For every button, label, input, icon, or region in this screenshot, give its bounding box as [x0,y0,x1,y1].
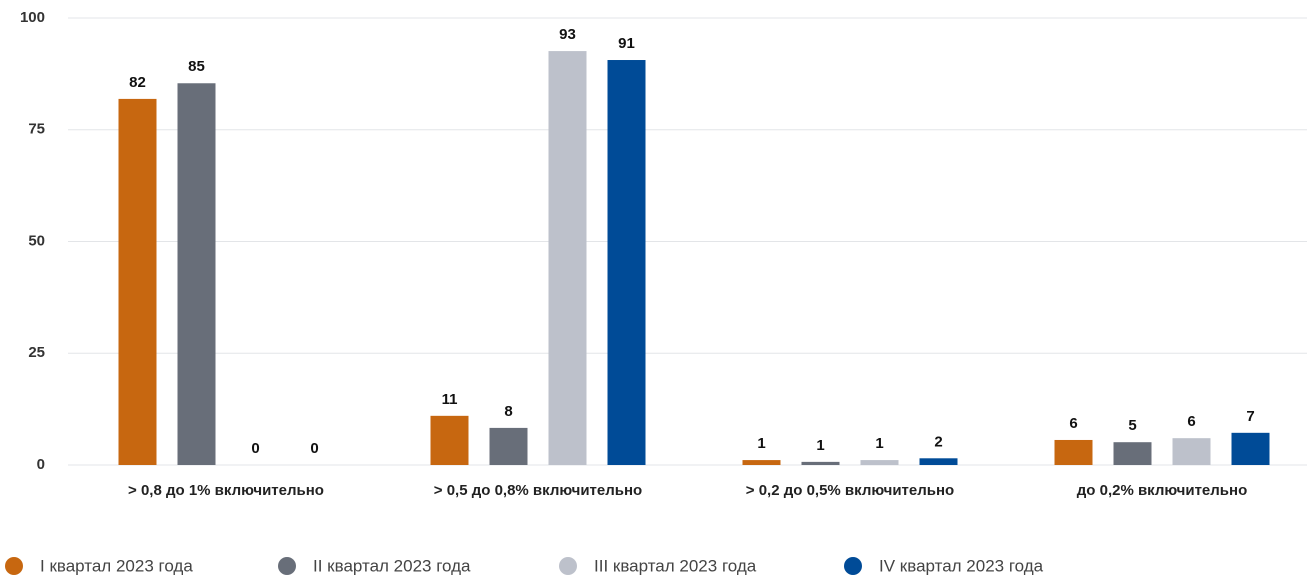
legend-label: III квартал 2023 года [594,556,757,575]
y-tick-label: 0 [37,456,45,473]
y-tick-label: 25 [28,344,45,361]
data-label: 82 [129,74,146,91]
bar [118,98,157,466]
data-label: 6 [1187,413,1195,430]
data-label: 1 [875,435,883,452]
data-label: 8 [504,403,512,420]
bar [1113,442,1152,465]
legend-label: IV квартал 2023 года [879,556,1044,575]
bar [1054,439,1093,465]
bar [801,461,840,465]
legend-marker [5,557,23,575]
bar [1172,438,1211,465]
bar [430,415,469,465]
bar [489,427,528,465]
data-label: 11 [442,391,458,408]
x-tick-label: > 0,2 до 0,5% включительно [746,482,954,499]
data-label: 5 [1128,417,1136,434]
data-label: 93 [559,26,576,43]
data-label: 0 [251,440,259,457]
y-tick-label: 100 [20,9,45,26]
data-label: 1 [757,435,765,452]
legend-label: II квартал 2023 года [313,556,471,575]
x-tick-label: > 0,5 до 0,8% включительно [434,482,642,499]
data-label: 85 [188,58,205,75]
bar [1231,432,1270,465]
data-label: 2 [934,433,942,450]
legend-marker [559,557,577,575]
data-label: 91 [618,35,635,52]
data-label: 6 [1069,415,1077,432]
y-tick-label: 75 [28,121,45,138]
y-tick-label: 50 [28,232,45,249]
data-label: 1 [816,437,824,454]
bar [742,460,781,465]
bar [548,51,587,465]
legend-marker [844,557,862,575]
data-label: 0 [310,440,318,457]
bar [177,83,216,466]
bar [607,60,646,465]
legend-label: I квартал 2023 года [40,556,193,575]
legend-marker [278,557,296,575]
x-tick-label: > 0,8 до 1% включительно [128,482,324,499]
bar [860,460,899,465]
bar [919,458,958,465]
data-label: 7 [1246,408,1254,425]
x-tick-label: до 0,2% включительно [1077,482,1247,499]
